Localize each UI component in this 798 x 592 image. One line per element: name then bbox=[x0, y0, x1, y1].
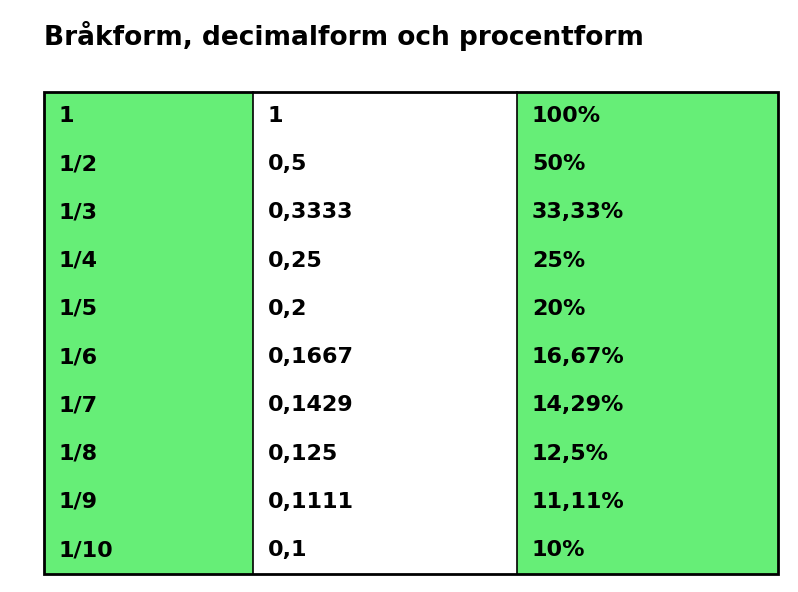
Text: 11,11%: 11,11% bbox=[531, 492, 625, 512]
Bar bbox=[517, 333, 778, 381]
Text: 1/4: 1/4 bbox=[58, 250, 97, 271]
Bar bbox=[253, 381, 517, 430]
Bar bbox=[253, 188, 517, 236]
Bar bbox=[517, 188, 778, 236]
Text: 25%: 25% bbox=[531, 250, 585, 271]
Text: 0,1429: 0,1429 bbox=[267, 395, 353, 416]
Bar bbox=[44, 92, 253, 140]
Bar bbox=[44, 430, 253, 478]
Bar bbox=[44, 333, 253, 381]
Text: 0,125: 0,125 bbox=[267, 443, 338, 464]
Text: 33,33%: 33,33% bbox=[531, 202, 624, 223]
Text: 0,1: 0,1 bbox=[267, 540, 307, 560]
Bar bbox=[517, 478, 778, 526]
Text: 14,29%: 14,29% bbox=[531, 395, 624, 416]
Text: 0,5: 0,5 bbox=[267, 154, 307, 174]
Text: 1/10: 1/10 bbox=[58, 540, 113, 560]
Text: 1/3: 1/3 bbox=[58, 202, 97, 223]
Bar bbox=[517, 430, 778, 478]
Bar bbox=[517, 140, 778, 188]
Bar bbox=[253, 92, 517, 140]
Bar bbox=[253, 526, 517, 574]
Text: Bråkform, decimalform och procentform: Bråkform, decimalform och procentform bbox=[44, 21, 644, 51]
Text: 0,25: 0,25 bbox=[267, 250, 322, 271]
Bar bbox=[44, 92, 778, 574]
Text: 1: 1 bbox=[58, 106, 73, 126]
Text: 0,3333: 0,3333 bbox=[267, 202, 353, 223]
Text: 12,5%: 12,5% bbox=[531, 443, 609, 464]
Text: 1/7: 1/7 bbox=[58, 395, 97, 416]
Bar bbox=[44, 237, 253, 285]
Text: 1/6: 1/6 bbox=[58, 347, 97, 367]
Bar bbox=[253, 430, 517, 478]
Text: 20%: 20% bbox=[531, 299, 585, 319]
Bar bbox=[253, 285, 517, 333]
Bar bbox=[44, 140, 253, 188]
Text: 1/8: 1/8 bbox=[58, 443, 97, 464]
Bar bbox=[517, 237, 778, 285]
Bar bbox=[517, 285, 778, 333]
Bar bbox=[44, 478, 253, 526]
Text: 1: 1 bbox=[267, 106, 283, 126]
Text: 0,2: 0,2 bbox=[267, 299, 307, 319]
Bar bbox=[517, 381, 778, 430]
Bar bbox=[44, 285, 253, 333]
Text: 16,67%: 16,67% bbox=[531, 347, 625, 367]
Bar bbox=[44, 526, 253, 574]
Bar bbox=[253, 237, 517, 285]
Text: 1/2: 1/2 bbox=[58, 154, 97, 174]
Bar bbox=[253, 478, 517, 526]
Text: 0,1667: 0,1667 bbox=[267, 347, 354, 367]
Bar bbox=[44, 381, 253, 430]
Bar bbox=[517, 92, 778, 140]
Text: 100%: 100% bbox=[531, 106, 601, 126]
Text: 10%: 10% bbox=[531, 540, 585, 560]
Text: 50%: 50% bbox=[531, 154, 585, 174]
Bar bbox=[253, 140, 517, 188]
Text: 1/9: 1/9 bbox=[58, 492, 97, 512]
Bar bbox=[253, 333, 517, 381]
Text: 0,1111: 0,1111 bbox=[267, 492, 354, 512]
Text: 1/5: 1/5 bbox=[58, 299, 97, 319]
Bar bbox=[44, 188, 253, 236]
Bar bbox=[517, 526, 778, 574]
